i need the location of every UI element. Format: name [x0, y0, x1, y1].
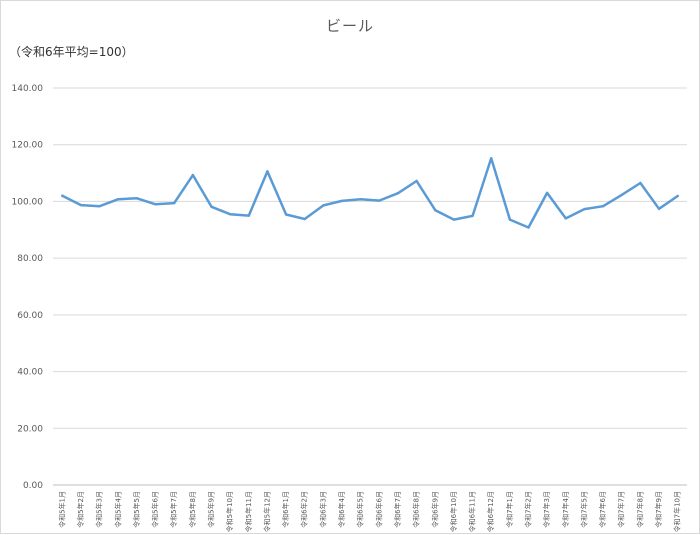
- y-tick-label: 120.00: [12, 141, 44, 151]
- data-point: [191, 173, 195, 177]
- data-point: [415, 179, 418, 183]
- x-tick-label: 令和6年1月: [281, 491, 290, 528]
- data-point: [303, 217, 306, 221]
- chart-title: ビール: [325, 17, 374, 35]
- data-point: [210, 205, 213, 209]
- x-tick-label: 令和7年4月: [561, 491, 570, 528]
- gridlines: [53, 87, 687, 486]
- y-tick-label: 40.00: [17, 368, 43, 378]
- x-tick-label: 令和5年2月: [76, 491, 85, 528]
- data-point: [173, 201, 176, 205]
- y-tick-label: 140.00: [12, 84, 44, 94]
- data-point: [452, 218, 456, 221]
- data-point: [61, 194, 64, 197]
- data-point: [154, 203, 157, 206]
- x-tick-label: 令和7年5月: [579, 491, 588, 528]
- x-tick-label: 令和6年2月: [300, 491, 309, 528]
- data-point: [228, 212, 232, 216]
- x-tick-label: 令和7年7月: [617, 491, 626, 528]
- x-tick-label: 令和5年6月: [151, 491, 160, 528]
- x-tick-label: 令和5年8月: [188, 491, 197, 528]
- x-tick-label: 令和6年10月: [449, 491, 458, 532]
- x-tick-label: 令和5年12月: [262, 491, 271, 532]
- x-tick-label: 令和6年9月: [430, 491, 439, 528]
- x-tick-label: 令和5年10月: [225, 491, 234, 532]
- x-tick-label: 令和5年11月: [244, 491, 253, 532]
- x-axis-ticks: 令和5年1月 令和5年2月 令和5年3月 令和5年4月 令和5年5月 令和5年6月 令和5年…: [57, 491, 681, 532]
- x-tick-label: 令和7年3月: [542, 491, 551, 528]
- x-tick-label: 令和5年4月: [113, 491, 122, 528]
- x-tick-label: 令和7年10月: [673, 491, 682, 532]
- data-point: [490, 157, 493, 160]
- data-point: [676, 194, 679, 198]
- y-tick-label: 100.00: [12, 197, 44, 207]
- data-point: [620, 193, 623, 197]
- data-point: [322, 204, 325, 207]
- x-tick-label: 令和7年1月: [505, 491, 514, 528]
- x-tick-label: 令和6年7月: [393, 491, 402, 528]
- x-tick-label: 令和6年3月: [318, 491, 327, 528]
- data-point: [639, 181, 642, 185]
- x-tick-label: 令和5年1月: [57, 491, 66, 528]
- data-point: [284, 213, 288, 216]
- series-line-group: [61, 157, 679, 229]
- y-tick-label: 20.00: [17, 424, 43, 434]
- data-point: [545, 191, 549, 195]
- series-line: [61, 157, 679, 229]
- x-tick-label: 令和7年8月: [635, 491, 644, 528]
- data-point: [657, 207, 661, 211]
- data-point: [79, 203, 83, 207]
- x-tick-label: 令和7年6月: [598, 491, 607, 528]
- x-tick-label: 令和6年12月: [486, 491, 495, 532]
- data-point: [527, 226, 530, 229]
- data-point: [396, 192, 400, 195]
- data-point: [434, 209, 437, 212]
- y-tick-label: 60.00: [17, 311, 43, 321]
- y-axis-ticks: 0.00 20.00 40.00 60.00 80.00 100.00 120.00 140.…: [12, 84, 44, 491]
- x-tick-label: 令和6年8月: [412, 491, 421, 528]
- data-point: [340, 199, 344, 203]
- x-tick-label: 令和5年9月: [207, 491, 216, 528]
- data-point: [266, 170, 269, 173]
- data-point: [583, 207, 586, 211]
- data-point: [471, 214, 474, 218]
- data-point: [117, 197, 120, 201]
- data-point: [378, 199, 381, 202]
- x-tick-label: 令和6年6月: [374, 491, 383, 528]
- x-tick-label: 令和6年5月: [356, 491, 365, 528]
- x-tick-label: 令和5年3月: [95, 491, 104, 528]
- data-point: [601, 205, 605, 208]
- x-tick-label: 令和6年11月: [468, 491, 477, 532]
- x-tick-label: 令和5年5月: [132, 491, 141, 528]
- data-point: [564, 217, 567, 220]
- data-point: [247, 214, 250, 217]
- data-point: [135, 197, 139, 200]
- data-point: [98, 205, 101, 208]
- x-tick-label: 令和7年2月: [524, 491, 533, 528]
- data-point: [508, 218, 512, 221]
- x-tick-label: 令和7年9月: [654, 491, 663, 528]
- y-tick-label: 80.00: [17, 254, 43, 264]
- y-tick-label: 0.00: [23, 481, 43, 491]
- data-point: [359, 197, 362, 201]
- x-tick-label: 令和5年7月: [169, 491, 178, 528]
- x-tick-label: 令和6年4月: [337, 491, 346, 528]
- y-axis-unit-label: （令和6年平均=100）: [9, 45, 134, 59]
